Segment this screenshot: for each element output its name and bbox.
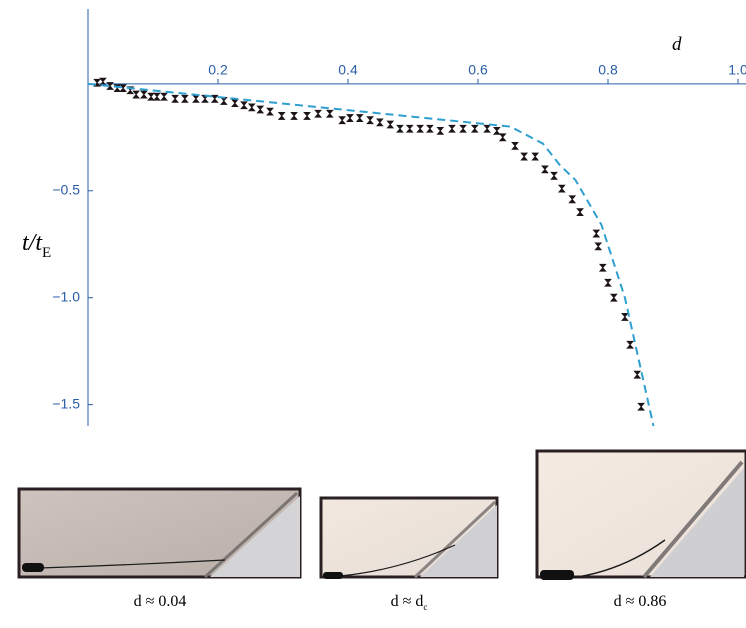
data-point <box>93 78 101 87</box>
photo-1 <box>17 487 302 579</box>
photo-caption: d ≈ dc <box>391 593 428 612</box>
data-point <box>609 293 618 302</box>
data-point <box>119 84 127 93</box>
data-point <box>113 84 122 93</box>
data-point <box>240 101 248 110</box>
data-point <box>210 94 219 103</box>
x-tick-label: 0.2 <box>208 62 228 78</box>
plot: 0.2 0.4 0.6 0.8 1.0 −0.5 −1.0 −1.5 <box>52 9 746 427</box>
data-point <box>366 116 374 125</box>
data-point <box>106 82 114 90</box>
data-point <box>594 242 603 251</box>
data-point <box>416 124 425 133</box>
data-point <box>99 77 107 86</box>
photo-2 <box>319 496 499 579</box>
photo-caption-main: d ≈ d <box>391 593 424 610</box>
photo-caption: d ≈ 0.04 <box>134 593 187 610</box>
data-point <box>550 171 558 180</box>
data-point <box>576 208 584 217</box>
data-point <box>448 124 456 133</box>
data-point <box>192 94 200 103</box>
data-point <box>266 107 274 116</box>
data-point <box>396 124 404 133</box>
data-point <box>436 126 445 135</box>
data-point <box>557 184 566 193</box>
data-point <box>598 263 607 272</box>
data-point <box>147 92 155 101</box>
data-point <box>592 229 601 238</box>
data-point <box>140 90 148 99</box>
data-point <box>405 124 414 133</box>
data-point <box>338 116 347 125</box>
data-point <box>247 103 256 112</box>
data-point <box>277 112 286 120</box>
data-point <box>483 124 491 133</box>
data-point <box>511 141 519 150</box>
data-point <box>180 94 189 103</box>
data-point <box>303 112 311 120</box>
y-tick-label: −1.0 <box>52 288 80 304</box>
data-point <box>459 124 467 133</box>
data-point <box>153 92 161 101</box>
data-point <box>231 99 239 107</box>
data-point <box>520 152 529 161</box>
data-point <box>531 152 540 161</box>
data-point <box>171 94 179 103</box>
data-point <box>498 133 507 142</box>
y-tick-label: −0.5 <box>52 181 80 197</box>
x-tick-label: 0.6 <box>468 62 488 78</box>
data-point <box>633 370 642 379</box>
data-point <box>568 195 577 204</box>
data-point <box>325 109 334 118</box>
data-point <box>290 112 298 120</box>
data-point <box>132 90 140 99</box>
photo-caption: d ≈ 0.86 <box>614 593 667 610</box>
data-point <box>621 313 629 321</box>
y-axis-label-main: t/t <box>22 230 43 256</box>
data-point <box>256 105 265 114</box>
data-point <box>426 124 434 133</box>
x-tick-label: 1.0 <box>728 62 746 78</box>
y-axis-label-sub: E <box>42 245 51 261</box>
data-point <box>626 340 634 349</box>
dashed-curve <box>87 82 655 427</box>
data-point <box>604 278 612 287</box>
data-point <box>314 109 322 118</box>
data-point <box>637 402 646 411</box>
x-tick-label: 0.4 <box>338 62 358 78</box>
data-point <box>355 114 364 122</box>
data-point <box>386 120 395 129</box>
photo-caption-sub: c <box>423 602 427 612</box>
data-point <box>470 124 479 133</box>
data-point <box>492 126 501 135</box>
photo-3 <box>535 449 746 580</box>
data-point <box>541 165 549 174</box>
data-point <box>375 118 384 127</box>
y-axis-label: t/tE <box>22 230 51 261</box>
y-tick-label: −1.5 <box>52 395 80 411</box>
x-tick-label: 0.8 <box>598 62 618 78</box>
data-point <box>160 92 168 101</box>
x-axis-label: d <box>672 34 682 55</box>
data-point <box>346 114 354 122</box>
